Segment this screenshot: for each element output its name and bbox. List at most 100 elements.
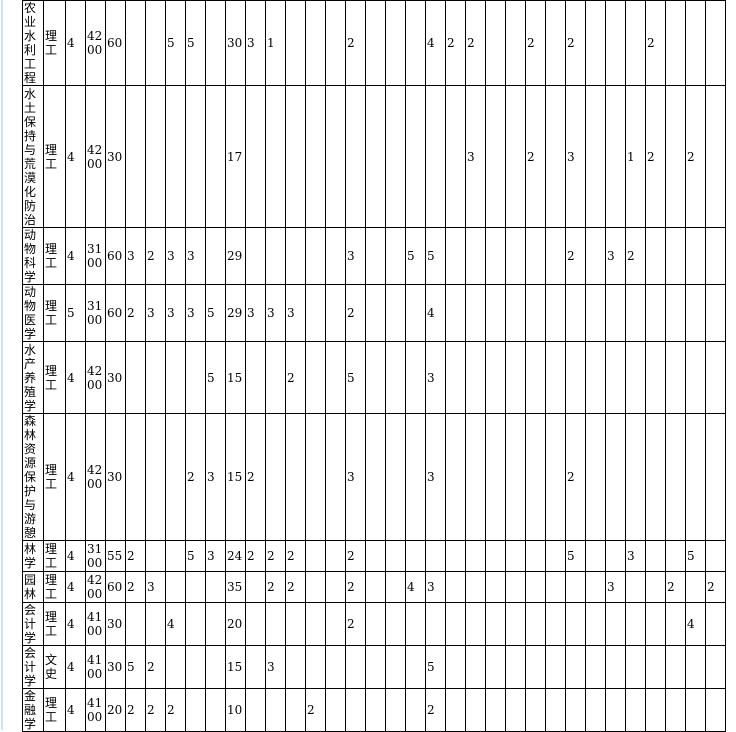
quota-cell bbox=[365, 688, 386, 732]
quota-cell: 2 bbox=[145, 688, 166, 732]
quota-cell bbox=[465, 284, 486, 342]
quota-cell bbox=[705, 227, 726, 285]
quota-cell bbox=[505, 602, 526, 646]
quota-cell bbox=[345, 645, 366, 689]
tuition-cell: 3100 bbox=[85, 540, 106, 572]
quota-cell bbox=[365, 85, 386, 228]
quota-cell bbox=[325, 0, 346, 86]
quota-cell bbox=[545, 413, 566, 541]
quota-cell bbox=[705, 602, 726, 646]
quota-cell bbox=[585, 688, 606, 732]
quota-cell bbox=[265, 688, 286, 732]
quota-cell bbox=[685, 571, 706, 603]
quota-cell bbox=[625, 571, 646, 603]
quota-cell: 15 bbox=[225, 413, 246, 541]
quota-cell: 3 bbox=[265, 284, 286, 342]
quota-cell bbox=[485, 0, 506, 86]
quota-cell bbox=[505, 0, 526, 86]
quota-cell bbox=[645, 341, 666, 414]
quota-cell bbox=[385, 571, 406, 603]
quota-cell bbox=[605, 688, 626, 732]
quota-cell bbox=[505, 645, 526, 689]
quota-cell bbox=[505, 688, 526, 732]
quota-cell bbox=[465, 645, 486, 689]
quota-cell: 3 bbox=[145, 284, 166, 342]
quota-cell bbox=[525, 341, 546, 414]
quota-cell bbox=[585, 413, 606, 541]
quota-cell bbox=[645, 645, 666, 689]
quota-cell bbox=[165, 413, 186, 541]
tuition-cell: 4200 bbox=[85, 413, 106, 541]
quota-cell bbox=[245, 571, 266, 603]
subject-type-cell: 理工 bbox=[43, 540, 66, 572]
quota-cell bbox=[325, 341, 346, 414]
quota-cell: 2 bbox=[265, 540, 286, 572]
quota-cell: 4 bbox=[685, 602, 706, 646]
quota-cell bbox=[425, 540, 446, 572]
subject-type-cell: 理工 bbox=[43, 602, 66, 646]
quota-cell bbox=[385, 688, 406, 732]
subject-type-cell: 理工 bbox=[43, 341, 66, 414]
quota-cell bbox=[485, 602, 506, 646]
quota-cell: 20 bbox=[225, 602, 246, 646]
study-years-cell: 4 bbox=[65, 540, 86, 572]
quota-cell bbox=[445, 571, 466, 603]
quota-cell bbox=[145, 540, 166, 572]
quota-cell bbox=[165, 645, 186, 689]
quota-cell bbox=[665, 284, 686, 342]
quota-cell bbox=[485, 85, 506, 228]
quota-cell bbox=[405, 0, 426, 86]
quota-cell bbox=[685, 284, 706, 342]
quota-cell bbox=[545, 602, 566, 646]
quota-cell: 3 bbox=[605, 571, 626, 603]
quota-cell: 5 bbox=[205, 284, 226, 342]
quota-cell: 2 bbox=[125, 688, 146, 732]
quota-cell bbox=[525, 645, 546, 689]
major-name-cell: 水产养殖学 bbox=[22, 341, 44, 414]
quota-cell: 3 bbox=[205, 413, 226, 541]
quota-cell: 2 bbox=[345, 284, 366, 342]
quota-cell: 2 bbox=[685, 85, 706, 228]
quota-cell bbox=[565, 341, 586, 414]
quota-cell bbox=[285, 0, 306, 86]
quota-cell bbox=[705, 85, 726, 228]
quota-cell bbox=[325, 413, 346, 541]
quota-cell bbox=[705, 0, 726, 86]
quota-cell: 2 bbox=[625, 227, 646, 285]
quota-cell bbox=[285, 413, 306, 541]
quota-cell bbox=[365, 602, 386, 646]
major-name-cell: 动物科学 bbox=[22, 227, 44, 285]
quota-cell bbox=[625, 645, 646, 689]
quota-cell bbox=[545, 0, 566, 86]
quota-cell bbox=[405, 645, 426, 689]
quota-cell bbox=[565, 645, 586, 689]
quota-cell bbox=[625, 413, 646, 541]
quota-cell bbox=[145, 0, 166, 86]
quota-cell bbox=[305, 284, 326, 342]
quota-cell bbox=[365, 0, 386, 86]
table-row: 会计学 理工 4 4100 30 4 20 2 4 bbox=[22, 602, 726, 646]
quota-cell bbox=[425, 85, 446, 228]
quota-cell bbox=[145, 341, 166, 414]
quota-cell bbox=[305, 645, 326, 689]
quota-cell: 3 bbox=[245, 0, 266, 86]
study-years-cell: 4 bbox=[65, 341, 86, 414]
quota-cell bbox=[265, 227, 286, 285]
major-name-cell: 金融学 bbox=[22, 688, 44, 732]
quota-cell bbox=[285, 85, 306, 228]
quota-cell bbox=[545, 341, 566, 414]
quota-cell bbox=[345, 688, 366, 732]
quota-cell bbox=[185, 645, 206, 689]
quota-cell bbox=[125, 341, 146, 414]
study-years-cell: 4 bbox=[65, 413, 86, 541]
quota-cell bbox=[305, 540, 326, 572]
quota-cell bbox=[465, 413, 486, 541]
quota-cell: 3 bbox=[345, 227, 366, 285]
window-left-edge bbox=[1, 0, 3, 730]
quota-cell bbox=[565, 688, 586, 732]
quota-cell bbox=[205, 571, 226, 603]
quota-cell bbox=[125, 85, 146, 228]
quota-cell: 3 bbox=[145, 571, 166, 603]
quota-cell bbox=[645, 540, 666, 572]
quota-cell bbox=[485, 227, 506, 285]
